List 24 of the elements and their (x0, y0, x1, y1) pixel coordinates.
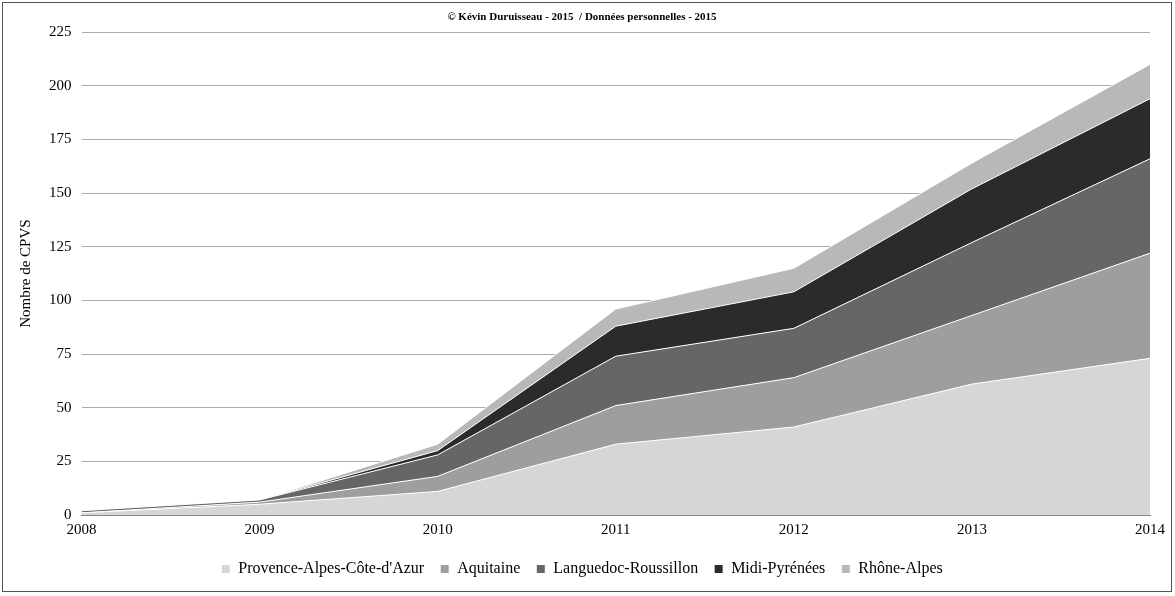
x-tick-label: 2008 (66, 520, 97, 537)
legend-label: Provence-Alpes-Côte-d'Azur (238, 559, 425, 578)
chart-title: © Kévin Duruisseau - 2015 / Données personnelles - 2015 (447, 10, 718, 23)
y-tick-label: 125 (49, 237, 72, 254)
y-tick-label: 150 (49, 184, 72, 201)
x-tick-label: 2012 (778, 520, 809, 537)
x-tick-label: 2009 (244, 520, 275, 537)
x-tick-label: 2011 (601, 520, 631, 537)
legend-label: Languedoc-Roussillon (553, 559, 699, 578)
y-tick-label: 0 (64, 505, 72, 522)
y-tick-label: 100 (49, 291, 72, 308)
y-axis-title: Nombre de CPVS (16, 219, 33, 328)
y-tick-label: 50 (56, 398, 72, 415)
legend-label: Midi-Pyrénées (731, 559, 826, 578)
x-tick-label: 2013 (956, 520, 987, 537)
y-tick-label: 75 (56, 345, 72, 361)
x-tick-label: 2010 (422, 520, 453, 537)
legend-label: Aquitaine (457, 559, 521, 578)
legend-label: Rhône-Alpes (858, 559, 943, 578)
y-tick-label: 225 (49, 23, 72, 40)
y-tick-label: 175 (49, 130, 72, 147)
x-tick-label: 2014 (1135, 520, 1166, 537)
y-tick-label: 200 (49, 76, 72, 93)
y-tick-label: 25 (56, 452, 72, 469)
